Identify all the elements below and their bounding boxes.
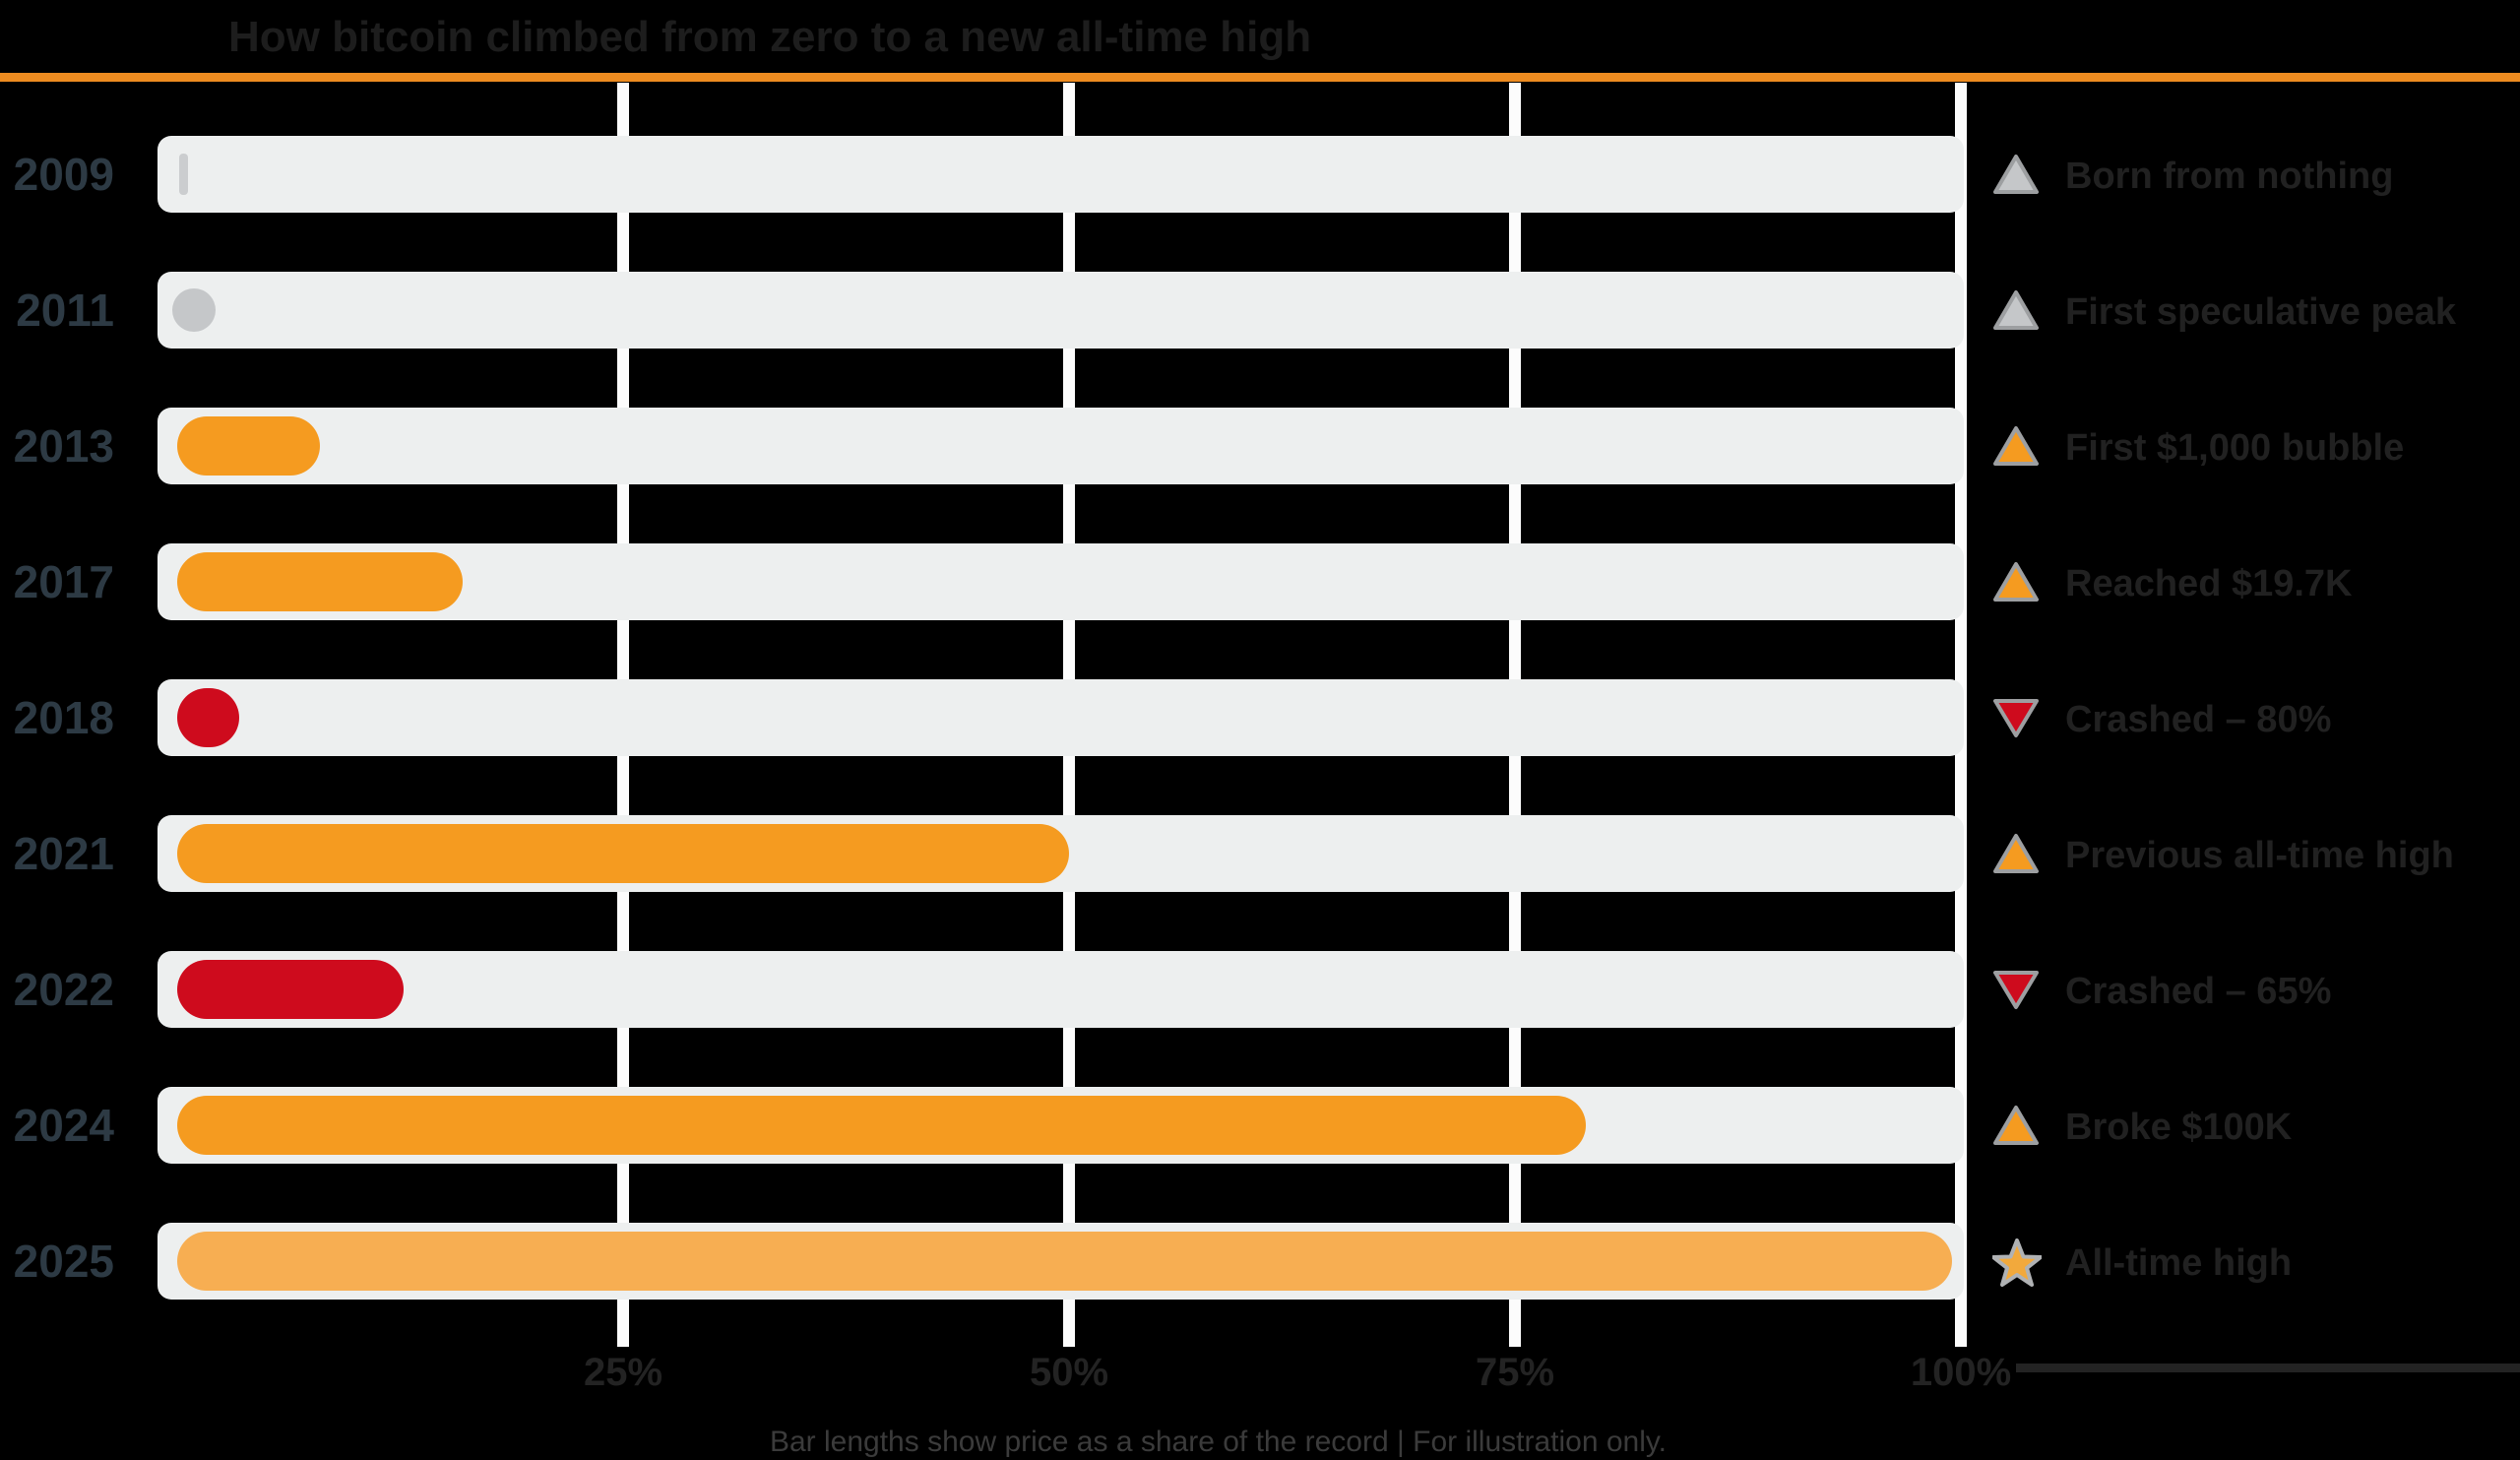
year-label: 2022 [13, 964, 114, 1015]
bar-track [158, 408, 1964, 484]
bar-track [158, 272, 1964, 349]
star-icon [1991, 1238, 2043, 1287]
trend-up-icon [1992, 1103, 2040, 1148]
legend-label: Crashed – 80% [2065, 699, 2332, 740]
trend-up-icon [1992, 559, 2040, 604]
chart-row: 2025 All-time high [0, 1223, 2520, 1300]
chart-row: 2021 Previous all-time high [0, 815, 2520, 892]
legend-label: Reached $19.7K [2065, 563, 2353, 604]
year-label: 2013 [13, 420, 114, 472]
value-bar [177, 688, 239, 747]
bar-track [158, 951, 1964, 1028]
x-axis-tick-label: 50% [1029, 1351, 1109, 1394]
trend-up-icon [1992, 152, 2040, 197]
value-bar [177, 1232, 1952, 1291]
value-bar [179, 154, 188, 195]
trend-down-icon [1992, 695, 2040, 740]
footnote: Bar lengths show price as a share of the… [769, 1426, 1667, 1458]
chart-row: 2022 Crashed – 65% [0, 951, 2520, 1028]
legend-label: Broke $100K [2065, 1107, 2293, 1148]
trend-up-icon [1992, 287, 2040, 333]
trend-up-icon [1992, 831, 2040, 876]
year-label: 2018 [13, 692, 114, 743]
chart-row: 2017 Reached $19.7K [0, 543, 2520, 620]
year-label: 2024 [13, 1100, 114, 1151]
axis-end-rule [2016, 1364, 2520, 1372]
value-bar [177, 824, 1069, 883]
year-label: 2009 [13, 149, 114, 200]
value-bar [177, 416, 320, 476]
trend-down-icon [1992, 967, 2040, 1012]
legend-label: First speculative peak [2065, 291, 2457, 333]
legend-label: Born from nothing [2065, 156, 2394, 197]
year-label: 2021 [13, 828, 114, 879]
chart-row: 2011 First speculative peak [0, 272, 2520, 349]
value-bar [172, 288, 216, 332]
accent-divider [0, 73, 2520, 82]
bar-track [158, 1087, 1964, 1164]
chart-row: 2013 First $1,000 bubble [0, 408, 2520, 484]
legend-label: First $1,000 bubble [2065, 427, 2405, 469]
value-bar [177, 960, 404, 1019]
year-label: 2025 [13, 1236, 114, 1287]
x-axis-tick-label: 100% [1910, 1351, 2012, 1394]
value-bar [177, 1096, 1586, 1155]
legend-label: All-time high [2065, 1242, 2293, 1284]
chart-row: 2024 Broke $100K [0, 1087, 2520, 1164]
chart-row: 2009 Born from nothing [0, 136, 2520, 213]
bar-track [158, 136, 1964, 213]
chart-row: 2018 Crashed – 80% [0, 679, 2520, 756]
trend-up-icon [1992, 423, 2040, 469]
bar-track [158, 543, 1964, 620]
bar-track [158, 1223, 1964, 1300]
value-bar [177, 552, 463, 611]
bar-track [158, 679, 1964, 756]
page-title: How bitcoin climbed from zero to a new a… [228, 13, 1312, 61]
legend-label: Crashed – 65% [2065, 971, 2332, 1012]
legend-label: Previous all-time high [2065, 835, 2454, 876]
x-axis-tick-label: 75% [1475, 1351, 1555, 1394]
bar-track [158, 815, 1964, 892]
year-label: 2011 [16, 285, 114, 336]
x-axis-tick-label: 25% [583, 1351, 663, 1394]
year-label: 2017 [13, 556, 114, 607]
